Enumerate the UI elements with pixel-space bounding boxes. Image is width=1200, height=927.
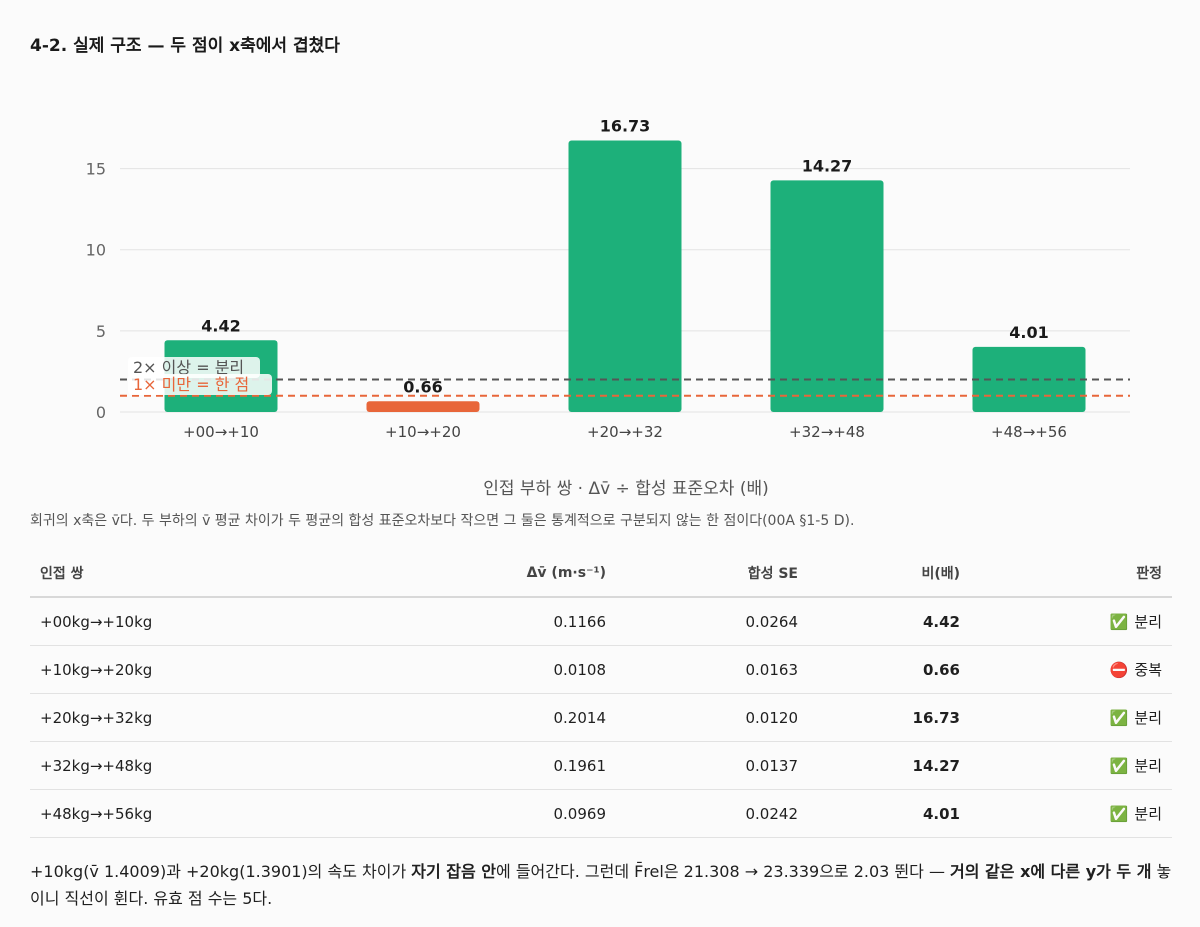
bar-value-label: 14.27	[802, 156, 853, 175]
table-row: +10kg→+20kg 0.0108 0.0163 0.66 ⛔ 중복	[30, 645, 1172, 694]
pairs-table: 인접 쌍 Δv̄ (m·s⁻¹) 합성 SE 비(배) 판정 +00kg→+10…	[30, 550, 1172, 838]
page-title: 4-2. 실제 구조 — 두 점이 x축에서 겹쳤다	[30, 36, 340, 56]
bar-value-label: 4.42	[201, 316, 240, 335]
table-row: +20kg→+32kg 0.2014 0.0120 16.73 ✅ 분리	[30, 693, 1172, 742]
verdict-label: 분리	[1134, 709, 1162, 727]
cell-verdict: ✅ 분리	[970, 597, 1172, 646]
footnote-text-1: +10kg(v̄ 1.4009)과 +20kg(1.3901)의 속도 차이가	[30, 862, 412, 881]
cell-dv: 0.0108	[350, 645, 616, 694]
bar	[568, 140, 682, 412]
no-entry-icon: ⛔	[1109, 661, 1129, 679]
cell-ratio: 16.73	[808, 693, 970, 742]
x-tick-label: +48→+56	[991, 423, 1067, 441]
reference-label-bg	[128, 374, 272, 395]
col-header-pair: 인접 쌍	[30, 550, 350, 598]
cell-pair: +20kg→+32kg	[30, 693, 350, 742]
chart-caption: 회귀의 x축은 v̄다. 두 부하의 v̄ 평균 차이가 두 평균의 합성 표준…	[30, 513, 855, 529]
y-tick-label: 15	[86, 160, 106, 179]
table-row: +48kg→+56kg 0.0969 0.0242 4.01 ✅ 분리	[30, 789, 1172, 838]
footnote-bold-2: 거의 같은 x에 다른 y가 두 개	[950, 862, 1152, 881]
cell-ratio: 0.66	[808, 645, 970, 694]
verdict-label: 분리	[1134, 805, 1162, 823]
reference-label: 1× 미만 = 한 점	[133, 375, 249, 394]
bar-value-label: 4.01	[1009, 323, 1048, 342]
cell-verdict: ✅ 분리	[970, 741, 1172, 790]
col-header-se: 합성 SE	[616, 550, 808, 598]
bar-value-label: 0.66	[403, 377, 442, 396]
x-axis-label: 인접 부하 쌍 · Δv̄ ÷ 합성 표준오차 (배)	[483, 479, 769, 499]
cell-pair: +32kg→+48kg	[30, 741, 350, 790]
reference-label: 2× 이상 = 분리	[133, 358, 244, 377]
bar-chart: 0 5 10 15 4.42 +00→+10 0.66 +10→+20 16.73 +20→+32…	[86, 116, 1130, 441]
reference-label-bg	[128, 357, 260, 378]
cell-dv: 0.1961	[350, 741, 616, 790]
verdict-label: 분리	[1134, 613, 1162, 631]
cell-ratio: 4.01	[808, 789, 970, 838]
bar	[366, 401, 480, 412]
col-header-ratio: 비(배)	[808, 550, 970, 598]
cell-se: 0.0137	[616, 741, 808, 790]
footnote-text-3: 놓이니 직선이 휜다. 유효 점 수는 5다.	[30, 862, 1172, 908]
cell-verdict: ✅ 분리	[970, 693, 1172, 742]
footnote-bold-1: 자기 잡음 안	[411, 862, 497, 881]
cell-se: 0.0264	[616, 597, 808, 646]
y-tick-label: 0	[96, 403, 106, 422]
check-icon: ✅	[1109, 757, 1129, 775]
table-row: +32kg→+48kg 0.1961 0.0137 14.27 ✅ 분리	[30, 741, 1172, 790]
cell-pair: +48kg→+56kg	[30, 789, 350, 838]
cell-pair: +10kg→+20kg	[30, 645, 350, 694]
footnote-text-2: 에 들어간다. 그런데 F̄rel은 21.308 → 23.339으로 2.0…	[496, 862, 951, 881]
cell-pair: +00kg→+10kg	[30, 597, 350, 646]
cell-verdict: ⛔ 중복	[970, 645, 1172, 694]
y-tick-label: 10	[86, 241, 106, 260]
verdict-label: 분리	[1134, 757, 1162, 775]
table-row: +00kg→+10kg 0.1166 0.0264 4.42 ✅ 분리	[30, 597, 1172, 646]
col-header-dv: Δv̄ (m·s⁻¹)	[350, 550, 616, 598]
footnote: +10kg(v̄ 1.4009)과 +20kg(1.3901)의 속도 차이가 …	[30, 858, 1175, 912]
cell-ratio: 14.27	[808, 741, 970, 790]
x-tick-label: +32→+48	[789, 423, 865, 441]
table-header-row: 인접 쌍 Δv̄ (m·s⁻¹) 합성 SE 비(배) 판정	[30, 550, 1172, 598]
cell-se: 0.0120	[616, 693, 808, 742]
cell-dv: 0.0969	[350, 789, 616, 838]
x-tick-label: +00→+10	[183, 423, 259, 441]
bar-value-label: 16.73	[600, 116, 651, 135]
check-icon: ✅	[1109, 613, 1129, 631]
x-tick-label: +10→+20	[385, 423, 461, 441]
y-tick-label: 5	[96, 322, 106, 341]
check-icon: ✅	[1109, 709, 1129, 727]
cell-se: 0.0242	[616, 789, 808, 838]
col-header-verdict: 판정	[970, 550, 1172, 598]
x-tick-label: +20→+32	[587, 423, 663, 441]
cell-ratio: 4.42	[808, 597, 970, 646]
cell-dv: 0.1166	[350, 597, 616, 646]
check-icon: ✅	[1109, 805, 1129, 823]
cell-dv: 0.2014	[350, 693, 616, 742]
cell-se: 0.0163	[616, 645, 808, 694]
bar	[770, 180, 884, 412]
verdict-label: 중복	[1134, 661, 1162, 679]
cell-verdict: ✅ 분리	[970, 789, 1172, 838]
